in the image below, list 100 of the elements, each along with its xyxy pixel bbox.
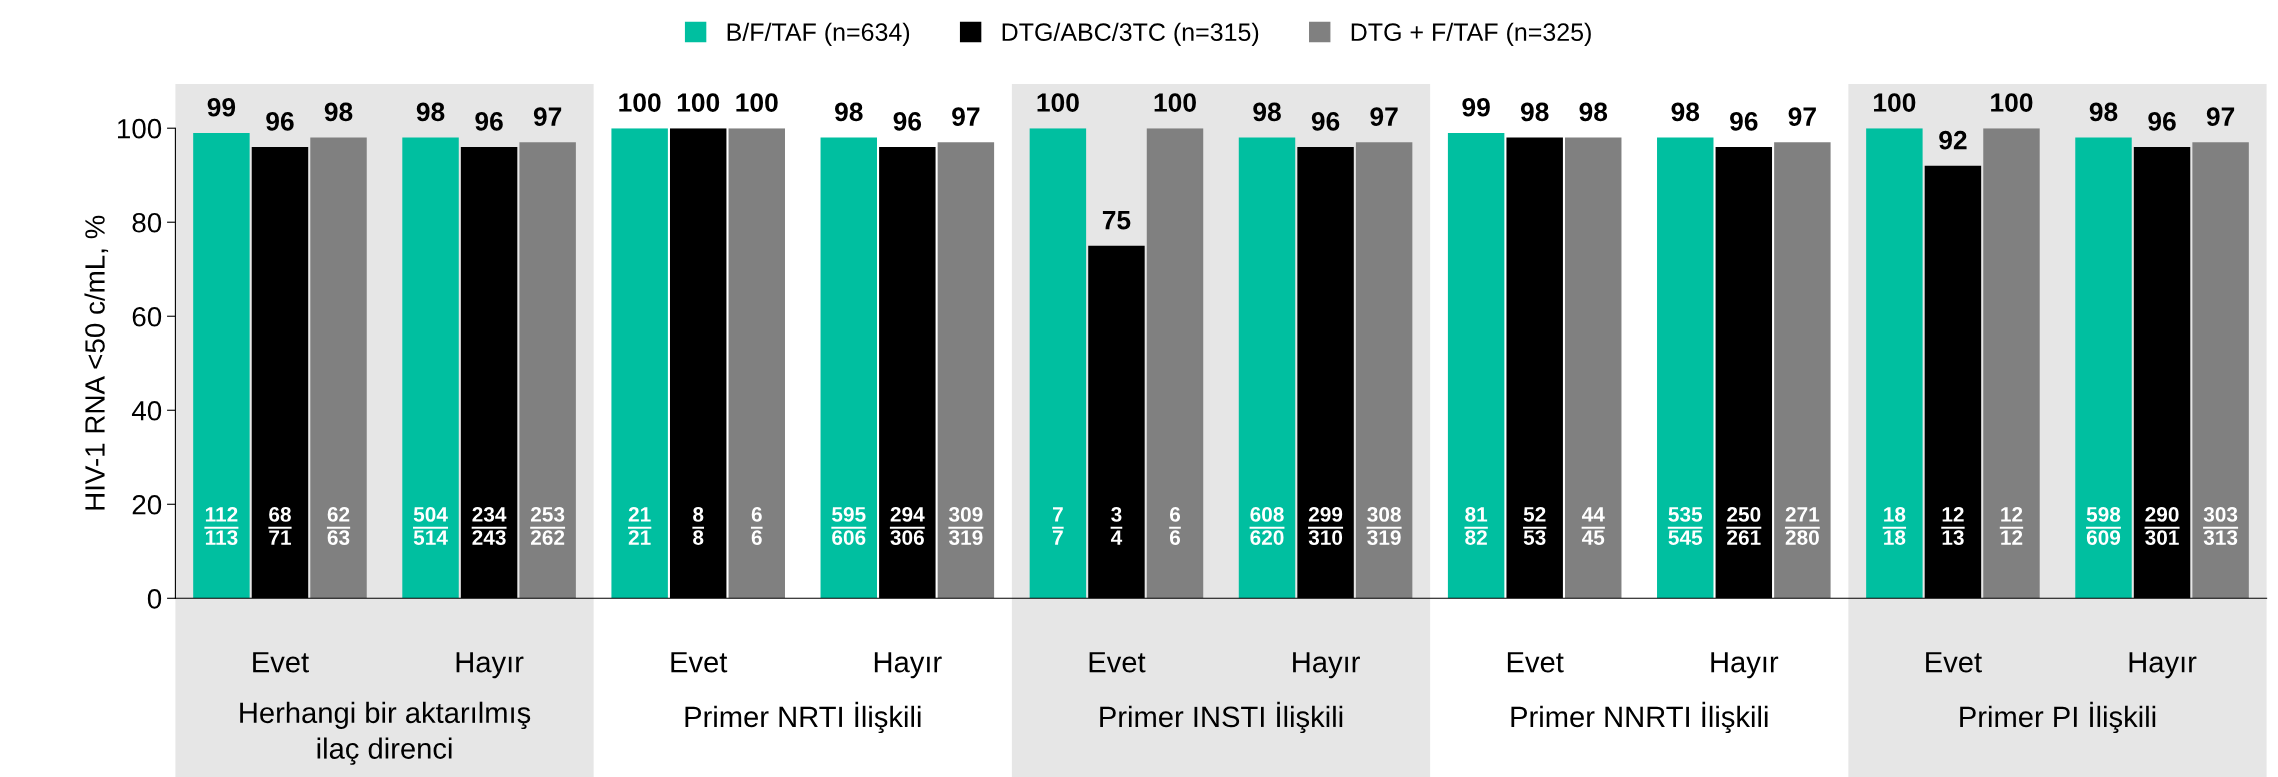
annotation: 290 301 xyxy=(2145,507,2179,545)
data-label: 97 xyxy=(1788,107,1816,126)
annotation: 18 18 xyxy=(1884,507,1906,545)
bar xyxy=(1447,132,1505,599)
x-tick-label: Evet xyxy=(671,652,728,673)
data-label: 98 xyxy=(2089,102,2118,122)
data-label: 100 xyxy=(619,93,661,112)
x-tick-label: Evet xyxy=(1507,652,1564,673)
annotation: 6 6 xyxy=(751,507,762,545)
data-label: 97 xyxy=(2206,107,2235,126)
x-tick-label: Hayır xyxy=(874,652,942,679)
annotation: 271 280 xyxy=(1785,507,1820,545)
annotation: 12 13 xyxy=(1942,507,1964,545)
data-label: 96 xyxy=(1311,111,1340,131)
x-tick-label: Hayır xyxy=(1711,652,1779,679)
annotation: 12 12 xyxy=(2001,507,2023,545)
bar xyxy=(1565,137,1622,599)
data-label: 96 xyxy=(475,111,503,131)
x-tick-label: Evet xyxy=(253,652,309,673)
annotation: 504 514 xyxy=(413,507,448,545)
data-label: 100 xyxy=(1874,93,1916,112)
data-label: 100 xyxy=(677,93,720,112)
x-tick-label: Hayır xyxy=(2129,652,2197,679)
data-label: 100 xyxy=(1991,93,2033,112)
data-label: 92 xyxy=(1939,130,1967,150)
data-label: 96 xyxy=(893,111,922,131)
data-label: 97 xyxy=(533,107,562,126)
bar xyxy=(1657,137,1714,599)
bar xyxy=(310,137,367,599)
annotation: 308 319 xyxy=(1367,507,1401,545)
y-tick-label: 20 xyxy=(132,494,162,515)
annotation: 62 63 xyxy=(327,507,350,545)
data-label: 98 xyxy=(1520,102,1549,122)
data-label: 99 xyxy=(1462,97,1490,117)
data-label: 96 xyxy=(1730,111,1758,131)
bar xyxy=(1238,137,1296,599)
data-label: 97 xyxy=(952,107,980,126)
annotation: 81 82 xyxy=(1465,507,1488,545)
bar xyxy=(1029,128,1087,599)
data-label: 98 xyxy=(324,102,353,122)
bar xyxy=(1146,128,1204,599)
bar xyxy=(1355,142,1413,599)
x-tick-label: Evet xyxy=(1926,652,1982,673)
data-label: 98 xyxy=(416,102,445,122)
annotation: 7 7 xyxy=(1053,507,1063,545)
annotation: 303 313 xyxy=(2203,507,2238,545)
bar xyxy=(1774,142,1831,599)
data-label: 96 xyxy=(2148,111,2176,131)
data-label: 100 xyxy=(1154,93,1196,112)
data-label: 96 xyxy=(266,111,294,131)
text: Primer PI İlişkili xyxy=(1960,701,2156,734)
bar xyxy=(611,128,668,599)
y-tick-label: 60 xyxy=(132,306,162,327)
y-axis-title: HIV-1 RNA <50 c/mL, % xyxy=(84,215,109,510)
legend-label: B/F/TAF (n=634) xyxy=(727,22,910,46)
bar xyxy=(937,142,995,599)
data-label: 98 xyxy=(1579,102,1608,122)
y-tick-label: 80 xyxy=(132,212,162,233)
data-label: 98 xyxy=(1671,102,1700,122)
text: Primer NRTI İlişkili xyxy=(685,701,921,734)
annotation: 309 319 xyxy=(948,507,983,545)
bar xyxy=(1866,128,1923,599)
text: Primer NNRTI İlişkili xyxy=(1511,701,1768,734)
annotation: 598 609 xyxy=(2086,507,2121,545)
legend-label: DTG/ABC/3TC (n=315) xyxy=(1002,22,1259,46)
annotation: 44 45 xyxy=(1581,507,1605,545)
data-label: 99 xyxy=(207,97,236,117)
data-label: 100 xyxy=(736,93,778,112)
data-label: 100 xyxy=(1037,93,1079,112)
annotation: 250 261 xyxy=(1727,507,1761,545)
annotation: 299 310 xyxy=(1308,507,1343,545)
bar xyxy=(193,132,250,599)
annotation: 8 8 xyxy=(693,507,704,545)
bar xyxy=(2192,142,2249,599)
bar xyxy=(820,137,877,599)
data-label: 75 xyxy=(1102,210,1131,230)
text: Primer INSTI İlişkili xyxy=(1100,701,1343,734)
y-tick-label: 40 xyxy=(131,400,162,421)
bar xyxy=(519,142,576,599)
x-tick-label: Hayır xyxy=(1293,652,1360,679)
annotation: 595 606 xyxy=(832,507,866,545)
data-label: 98 xyxy=(835,102,863,122)
text: Herhangi bir aktarılmış ilaç direnci xyxy=(240,701,531,765)
annotation: 535 545 xyxy=(1668,507,1703,545)
annotation: 68 71 xyxy=(269,507,291,545)
annotation: 294 306 xyxy=(890,507,925,545)
legend-label: DTG + F/TAF (n=325) xyxy=(1351,22,1591,46)
annotation: 3 4 xyxy=(1110,507,1123,545)
data-label: 98 xyxy=(1253,102,1281,122)
annotation: 608 620 xyxy=(1250,507,1284,545)
y-tick-label: 0 xyxy=(147,588,162,609)
annotation: 52 53 xyxy=(1523,507,1546,545)
annotation: 234 243 xyxy=(472,507,507,545)
annotation: 21 21 xyxy=(628,507,651,545)
annotation: 6 6 xyxy=(1169,507,1181,545)
bar xyxy=(728,128,785,599)
bar xyxy=(2075,137,2132,599)
y-tick-label: 100 xyxy=(117,118,162,139)
annotation: 253 262 xyxy=(530,507,565,545)
bar xyxy=(402,137,459,599)
